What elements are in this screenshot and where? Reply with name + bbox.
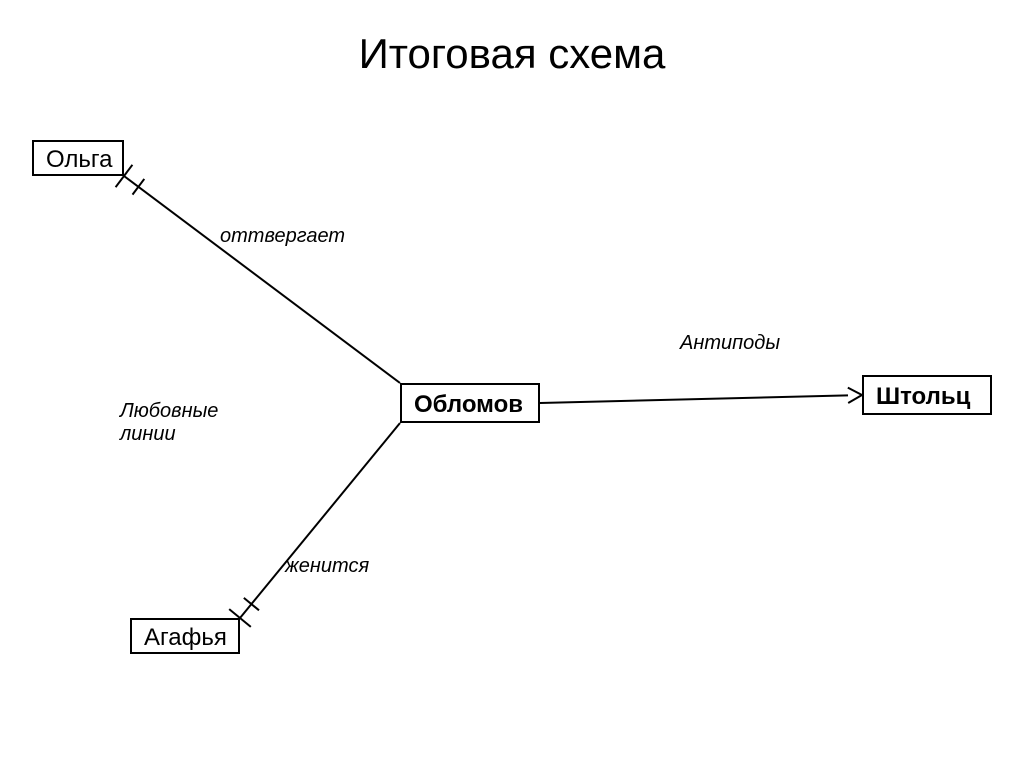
node-stolz: Штольц [862,375,992,415]
edge-label-rejects: оттвергает [220,225,345,248]
node-olga: Ольга [32,140,124,176]
node-agafya: Агафья [130,618,240,654]
section-label-love-lines: Любовные линии [120,400,218,446]
edge-label-marries: женится [285,555,369,578]
diagram-title: Итоговая схема [0,30,1024,78]
section-label-line2: линии [120,423,176,445]
node-oblomov: Обломов [400,383,540,423]
edge-label-antipodes: Антиподы [680,332,780,355]
section-label-line1: Любовные [120,400,218,422]
